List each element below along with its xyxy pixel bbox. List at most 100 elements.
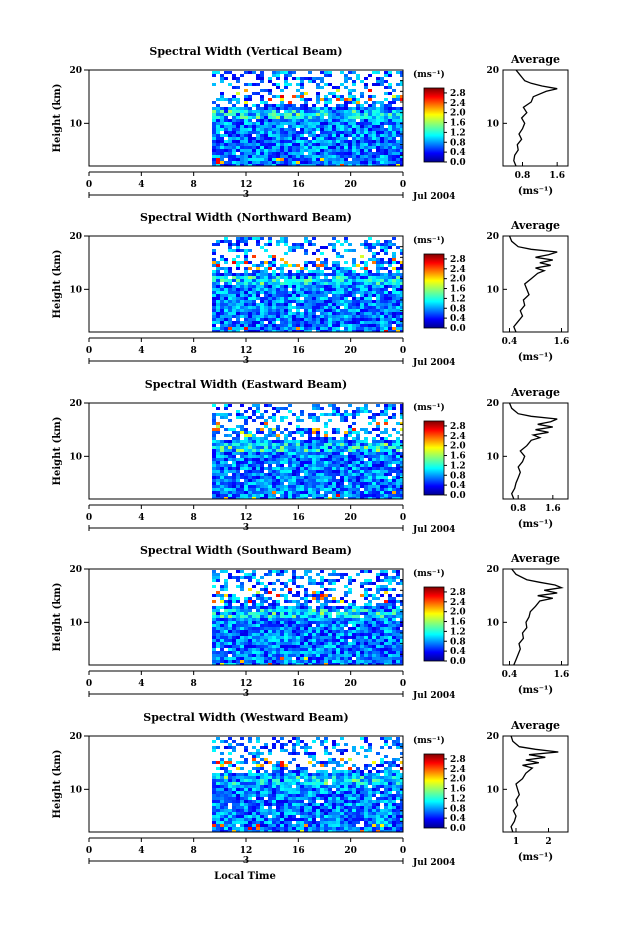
heatmap-cell	[256, 149, 260, 152]
heatmap-cell	[216, 440, 220, 443]
heatmap-cell	[260, 291, 264, 294]
heatmap-cell	[392, 98, 396, 101]
heatmap-cell	[232, 297, 236, 300]
heatmap-cell	[248, 327, 252, 330]
heatmap-cell	[320, 303, 324, 306]
heatmap-cell	[272, 428, 276, 431]
heatmap-cell	[332, 146, 336, 149]
heatmap-cell	[316, 119, 320, 122]
heatmap-cell	[276, 158, 280, 161]
heatmap-cell	[316, 630, 320, 633]
heatmap-cell	[244, 161, 248, 164]
heatmap-cell	[320, 488, 324, 491]
heatmap-cell	[228, 140, 232, 143]
heatmap-cell	[244, 71, 248, 74]
heatmap-cell	[312, 273, 316, 276]
heatmap-cell	[220, 155, 224, 158]
heatmap-cell	[372, 458, 376, 461]
heatmap-cell	[400, 71, 403, 74]
heatmap-cell	[380, 585, 384, 588]
heatmap-cell	[292, 579, 296, 582]
heatmap-cell	[320, 485, 324, 488]
heatmap-cell	[396, 164, 400, 166]
heatmap-cell	[332, 413, 336, 416]
heatmap-cell	[376, 152, 380, 155]
heatmap-cell	[372, 276, 376, 279]
heatmap-cell	[292, 116, 296, 119]
heatmap-cell	[348, 633, 352, 636]
heatmap-cell	[324, 449, 328, 452]
heatmap-cell	[372, 627, 376, 630]
heatmap-cell	[256, 119, 260, 122]
heatmap-cell	[280, 116, 284, 119]
heatmap-cell	[304, 633, 308, 636]
heatmap-cell	[244, 651, 248, 654]
heatmap-cell	[360, 164, 364, 166]
heatmap-cell	[376, 639, 380, 642]
heatmap-cell	[296, 485, 300, 488]
heatmap-cell	[396, 152, 400, 155]
heatmap-cell	[400, 279, 403, 282]
heatmap-cell	[232, 309, 236, 312]
heatmap-cell	[360, 261, 364, 264]
heatmap-cell	[256, 494, 260, 497]
heatmap-cell	[364, 143, 368, 146]
heatmap-cell	[332, 161, 336, 164]
heatmap-cell	[388, 92, 392, 95]
heatmap-cell	[276, 282, 280, 285]
heatmap-cell	[224, 494, 228, 497]
heatmap-cell	[220, 134, 224, 137]
heatmap-cell	[232, 330, 236, 332]
heatmap-cell	[264, 482, 268, 485]
heatmap-cell	[388, 579, 392, 582]
heatmap-cell	[220, 113, 224, 116]
heatmap-cell	[392, 597, 396, 600]
heatmap-cell	[216, 297, 220, 300]
heatmap-cell	[224, 330, 228, 332]
heatmap-cell	[256, 636, 260, 639]
heatmap-cell	[296, 633, 300, 636]
heatmap-cell	[224, 428, 228, 431]
heatmap-cell	[376, 291, 380, 294]
heatmap-cell	[264, 410, 268, 413]
heatmap-cell	[312, 131, 316, 134]
heatmap-cell	[256, 243, 260, 246]
heatmap-cell	[252, 276, 256, 279]
heatmap-cell	[396, 633, 400, 636]
heatmap-cell	[364, 294, 368, 297]
colorbar-tick-label: 1.2	[450, 128, 466, 138]
heatmap-cell	[248, 624, 252, 627]
heatmap-cell	[392, 122, 396, 125]
heatmap-cell	[364, 158, 368, 161]
heatmap-cell	[252, 113, 256, 116]
heatmap-cell	[236, 321, 240, 324]
heatmap-cell	[292, 488, 296, 491]
heatmap-cell	[304, 464, 308, 467]
heatmap-cell	[292, 149, 296, 152]
heatmap-cell	[212, 416, 216, 419]
heatmap-cell	[288, 327, 292, 330]
heatmap-cell	[320, 318, 324, 321]
heatmap-cell	[224, 446, 228, 449]
heatmap-cell	[400, 158, 403, 161]
heatmap-cell	[248, 125, 252, 128]
heatmap-cell	[280, 318, 284, 321]
heatmap-cell	[256, 306, 260, 309]
heatmap-cell	[340, 282, 344, 285]
heatmap-cell	[232, 288, 236, 291]
heatmap-cell	[364, 318, 368, 321]
heatmap-cell	[288, 71, 292, 74]
heatmap-cell	[292, 146, 296, 149]
heatmap-cell	[376, 80, 380, 83]
heatmap-cell	[304, 131, 308, 134]
profile-y-tick-label: 10	[486, 452, 499, 462]
heatmap-cell	[344, 491, 348, 494]
heatmap-cell	[384, 585, 388, 588]
date-marker: 3	[243, 356, 249, 366]
heatmap-cell	[276, 624, 280, 627]
heatmap-cell	[376, 464, 380, 467]
heatmap-cell	[244, 122, 248, 125]
heatmap-cell	[376, 140, 380, 143]
heatmap-cell	[264, 600, 268, 603]
heatmap-cell	[308, 125, 312, 128]
